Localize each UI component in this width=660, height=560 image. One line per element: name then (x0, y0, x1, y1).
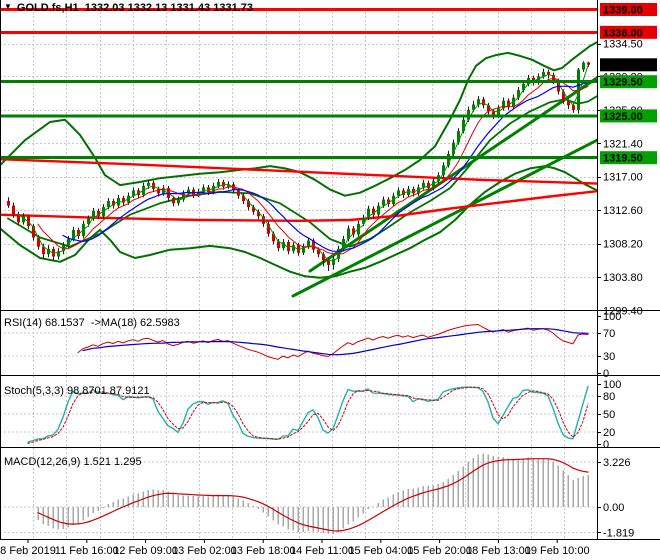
time-axis-label: 15 Feb 20:00 (407, 545, 472, 557)
price-badge-1336.00: 1336.00 (600, 25, 657, 39)
price-levels (0, 8, 597, 160)
price-axis-label: 1299.40 (603, 306, 643, 318)
price-badge-1331.73: 1331.73 (600, 58, 657, 72)
stochastic-panel[interactable] (27, 385, 589, 444)
chart-header: ▼ GOLD.fs,H1 1332.03 1332.13 1331.43 1331… (4, 2, 253, 14)
svg-text:1331.73: 1331.73 (603, 60, 643, 72)
price-axis-label: 1321.40 (603, 138, 643, 150)
stoch-axis-label: 0 (603, 439, 609, 451)
stoch-axis-label: 20 (603, 427, 615, 439)
macd-axis-label: 0.00 (603, 502, 624, 514)
price-badge-1319.50: 1319.50 (600, 151, 657, 165)
price-axis-label: 1308.20 (603, 239, 643, 251)
time-axis-label: 12 Feb 09:00 (113, 545, 178, 557)
macd-histogram (37, 453, 590, 535)
macd-axis-label: -1.819 (603, 527, 634, 539)
price-badge-1339.00: 1339.00 (600, 3, 657, 17)
time-axis-label: 8 Feb 2019 (0, 545, 56, 557)
price-axis-label: 1312.60 (603, 205, 643, 217)
svg-text:1319.50: 1319.50 (603, 153, 643, 165)
svg-text:1339.00: 1339.00 (603, 5, 643, 17)
price-axis-label: 1334.50 (603, 39, 643, 51)
macd-axis-label: 3.226 (603, 457, 631, 469)
stoch-label: Stoch(5,3,3) 98.8701 87.9121 (4, 385, 150, 397)
time-axis-label: 14 Feb 11:00 (290, 545, 354, 557)
svg-text:1336.00: 1336.00 (603, 27, 643, 39)
time-axis-label: 11 Feb 16:00 (55, 545, 119, 557)
macd-label: MACD(12,26,9) 1.521 1.295 (4, 456, 142, 468)
stoch-axis-label: 80 (603, 391, 615, 403)
time-axis-label: 15 Feb 04:00 (348, 545, 413, 557)
main-price-panel[interactable] (0, 41, 597, 298)
price-axis-label: 1317.00 (603, 172, 643, 184)
rsi-axis-label: 30 (603, 351, 615, 363)
chart-title: GOLD.fs,H1 1332.03 1332.13 1331.43 1331.… (16, 2, 253, 14)
rsi-panel[interactable] (77, 324, 589, 360)
rsi-axis-label: 70 (603, 328, 615, 340)
stoch-axis-label: 100 (603, 379, 621, 391)
svg-text:1329.50: 1329.50 (603, 77, 643, 89)
price-badge-1325.00: 1325.00 (600, 109, 657, 123)
rsi-axis-label: 100 (603, 311, 621, 323)
svg-text:1325.00: 1325.00 (603, 111, 643, 123)
rsi-axis-label: 0 (603, 368, 609, 380)
price-badge-1329.50: 1329.50 (600, 75, 657, 89)
macd-panel[interactable] (37, 453, 590, 535)
stoch-axis-label: 50 (603, 409, 615, 421)
time-axis-label: 13 Feb 02:00 (172, 545, 237, 557)
panel-borders (0, 0, 660, 540)
time-axis-label: 18 Feb 13:00 (466, 545, 531, 557)
rsi-label: RSI(14) 68.1537 ->MA(18) 62.5983 (4, 317, 180, 329)
symbol-dropdown-icon[interactable]: ▼ (4, 2, 12, 11)
axes-labels: 1334.501330.201325.801321.401317.001312.… (0, 3, 657, 557)
time-axis-label: 13 Feb 18:00 (231, 545, 296, 557)
time-axis-label: 19 Feb 10:00 (525, 545, 590, 557)
price-axis-label: 1303.80 (603, 272, 643, 284)
